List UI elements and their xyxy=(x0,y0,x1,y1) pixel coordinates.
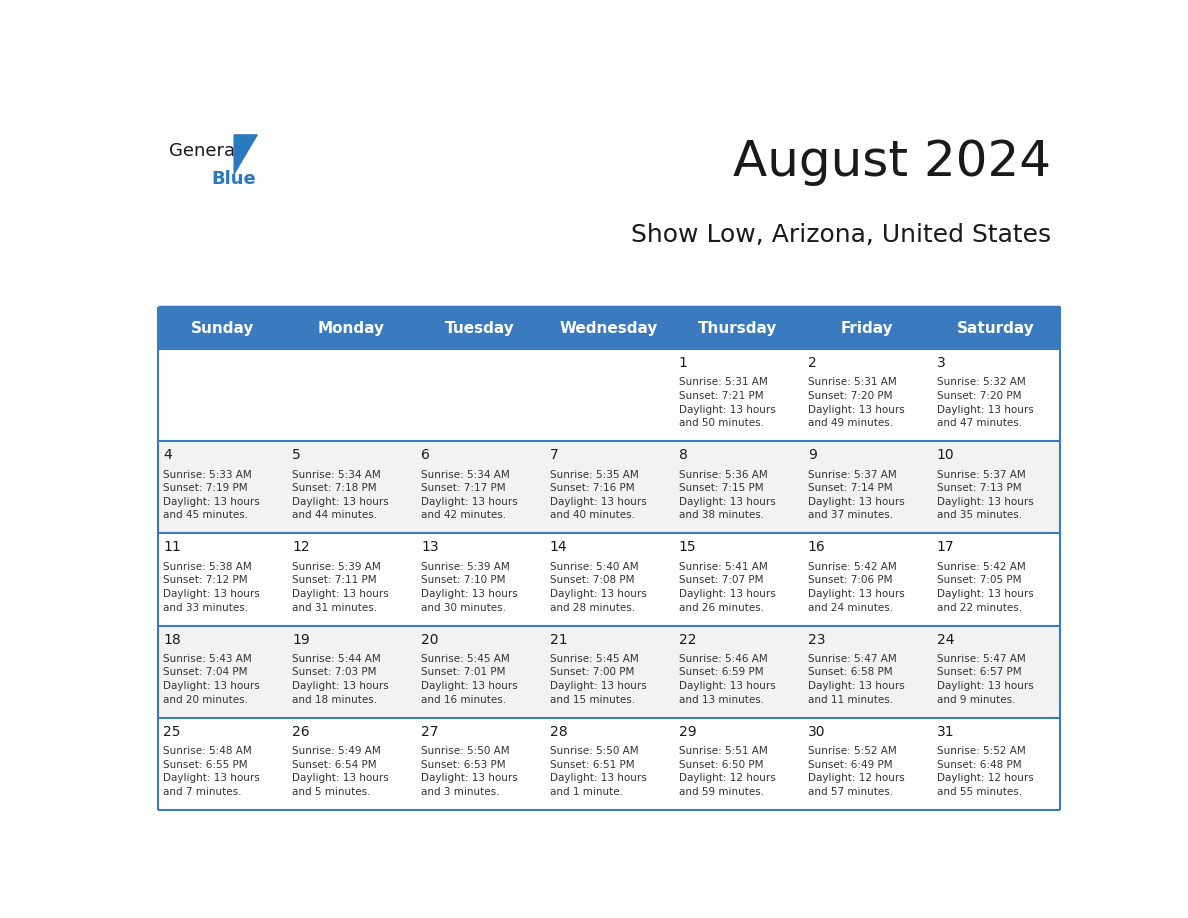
Bar xyxy=(931,308,1060,349)
Bar xyxy=(674,308,802,349)
Bar xyxy=(158,718,1060,810)
Text: 16: 16 xyxy=(808,541,826,554)
Text: 28: 28 xyxy=(550,725,568,739)
Text: Sunrise: 5:39 AM
Sunset: 7:10 PM
Daylight: 13 hours
and 30 minutes.: Sunrise: 5:39 AM Sunset: 7:10 PM Dayligh… xyxy=(421,562,518,612)
Text: Sunrise: 5:45 AM
Sunset: 7:01 PM
Daylight: 13 hours
and 16 minutes.: Sunrise: 5:45 AM Sunset: 7:01 PM Dayligh… xyxy=(421,654,518,705)
Text: Sunrise: 5:51 AM
Sunset: 6:50 PM
Daylight: 12 hours
and 59 minutes.: Sunrise: 5:51 AM Sunset: 6:50 PM Dayligh… xyxy=(678,746,776,797)
Text: Friday: Friday xyxy=(840,321,893,336)
Text: 14: 14 xyxy=(550,541,568,554)
Text: Sunrise: 5:36 AM
Sunset: 7:15 PM
Daylight: 13 hours
and 38 minutes.: Sunrise: 5:36 AM Sunset: 7:15 PM Dayligh… xyxy=(678,469,776,521)
Bar xyxy=(544,308,674,349)
Text: Sunrise: 5:37 AM
Sunset: 7:13 PM
Daylight: 13 hours
and 35 minutes.: Sunrise: 5:37 AM Sunset: 7:13 PM Dayligh… xyxy=(936,469,1034,521)
Text: Sunrise: 5:41 AM
Sunset: 7:07 PM
Daylight: 13 hours
and 26 minutes.: Sunrise: 5:41 AM Sunset: 7:07 PM Dayligh… xyxy=(678,562,776,612)
Bar xyxy=(802,308,931,349)
Text: Sunrise: 5:42 AM
Sunset: 7:05 PM
Daylight: 13 hours
and 22 minutes.: Sunrise: 5:42 AM Sunset: 7:05 PM Dayligh… xyxy=(936,562,1034,612)
Text: Monday: Monday xyxy=(317,321,385,336)
Text: Sunrise: 5:48 AM
Sunset: 6:55 PM
Daylight: 13 hours
and 7 minutes.: Sunrise: 5:48 AM Sunset: 6:55 PM Dayligh… xyxy=(163,746,260,797)
Text: General: General xyxy=(169,142,240,160)
Text: Thursday: Thursday xyxy=(699,321,777,336)
Text: 5: 5 xyxy=(292,448,301,463)
Text: 4: 4 xyxy=(163,448,172,463)
Text: 7: 7 xyxy=(550,448,558,463)
Text: 26: 26 xyxy=(292,725,310,739)
Text: Sunrise: 5:34 AM
Sunset: 7:18 PM
Daylight: 13 hours
and 44 minutes.: Sunrise: 5:34 AM Sunset: 7:18 PM Dayligh… xyxy=(292,469,388,521)
Text: 20: 20 xyxy=(421,633,438,646)
Text: 25: 25 xyxy=(163,725,181,739)
Text: 9: 9 xyxy=(808,448,816,463)
Polygon shape xyxy=(234,135,257,174)
Text: 23: 23 xyxy=(808,633,826,646)
Text: 30: 30 xyxy=(808,725,826,739)
Text: 8: 8 xyxy=(678,448,688,463)
Text: Sunrise: 5:35 AM
Sunset: 7:16 PM
Daylight: 13 hours
and 40 minutes.: Sunrise: 5:35 AM Sunset: 7:16 PM Dayligh… xyxy=(550,469,646,521)
Text: Tuesday: Tuesday xyxy=(446,321,514,336)
Text: Sunrise: 5:47 AM
Sunset: 6:57 PM
Daylight: 13 hours
and 9 minutes.: Sunrise: 5:47 AM Sunset: 6:57 PM Dayligh… xyxy=(936,654,1034,705)
Text: 3: 3 xyxy=(936,356,946,370)
Text: Sunrise: 5:31 AM
Sunset: 7:21 PM
Daylight: 13 hours
and 50 minutes.: Sunrise: 5:31 AM Sunset: 7:21 PM Dayligh… xyxy=(678,377,776,428)
Text: 6: 6 xyxy=(421,448,430,463)
Text: Sunrise: 5:46 AM
Sunset: 6:59 PM
Daylight: 13 hours
and 13 minutes.: Sunrise: 5:46 AM Sunset: 6:59 PM Dayligh… xyxy=(678,654,776,705)
Text: 11: 11 xyxy=(163,541,181,554)
Bar xyxy=(158,442,1060,533)
Text: Sunrise: 5:34 AM
Sunset: 7:17 PM
Daylight: 13 hours
and 42 minutes.: Sunrise: 5:34 AM Sunset: 7:17 PM Dayligh… xyxy=(421,469,518,521)
Text: Show Low, Arizona, United States: Show Low, Arizona, United States xyxy=(631,223,1051,247)
Text: 31: 31 xyxy=(936,725,954,739)
Text: Sunday: Sunday xyxy=(190,321,254,336)
Text: Saturday: Saturday xyxy=(956,321,1035,336)
Bar xyxy=(158,308,286,349)
Text: Sunrise: 5:52 AM
Sunset: 6:48 PM
Daylight: 12 hours
and 55 minutes.: Sunrise: 5:52 AM Sunset: 6:48 PM Dayligh… xyxy=(936,746,1034,797)
Text: Sunrise: 5:50 AM
Sunset: 6:53 PM
Daylight: 13 hours
and 3 minutes.: Sunrise: 5:50 AM Sunset: 6:53 PM Dayligh… xyxy=(421,746,518,797)
Text: Sunrise: 5:37 AM
Sunset: 7:14 PM
Daylight: 13 hours
and 37 minutes.: Sunrise: 5:37 AM Sunset: 7:14 PM Dayligh… xyxy=(808,469,904,521)
Text: 19: 19 xyxy=(292,633,310,646)
Text: 22: 22 xyxy=(678,633,696,646)
Text: Sunrise: 5:42 AM
Sunset: 7:06 PM
Daylight: 13 hours
and 24 minutes.: Sunrise: 5:42 AM Sunset: 7:06 PM Dayligh… xyxy=(808,562,904,612)
Text: Sunrise: 5:43 AM
Sunset: 7:04 PM
Daylight: 13 hours
and 20 minutes.: Sunrise: 5:43 AM Sunset: 7:04 PM Dayligh… xyxy=(163,654,260,705)
Text: Sunrise: 5:47 AM
Sunset: 6:58 PM
Daylight: 13 hours
and 11 minutes.: Sunrise: 5:47 AM Sunset: 6:58 PM Dayligh… xyxy=(808,654,904,705)
Text: 15: 15 xyxy=(678,541,696,554)
Text: 12: 12 xyxy=(292,541,310,554)
Text: Sunrise: 5:33 AM
Sunset: 7:19 PM
Daylight: 13 hours
and 45 minutes.: Sunrise: 5:33 AM Sunset: 7:19 PM Dayligh… xyxy=(163,469,260,521)
Text: 21: 21 xyxy=(550,633,568,646)
Text: 13: 13 xyxy=(421,541,438,554)
Text: Sunrise: 5:32 AM
Sunset: 7:20 PM
Daylight: 13 hours
and 47 minutes.: Sunrise: 5:32 AM Sunset: 7:20 PM Dayligh… xyxy=(936,377,1034,428)
Text: Sunrise: 5:50 AM
Sunset: 6:51 PM
Daylight: 13 hours
and 1 minute.: Sunrise: 5:50 AM Sunset: 6:51 PM Dayligh… xyxy=(550,746,646,797)
Text: August 2024: August 2024 xyxy=(733,139,1051,186)
Text: 27: 27 xyxy=(421,725,438,739)
Bar xyxy=(286,308,416,349)
Text: Sunrise: 5:39 AM
Sunset: 7:11 PM
Daylight: 13 hours
and 31 minutes.: Sunrise: 5:39 AM Sunset: 7:11 PM Dayligh… xyxy=(292,562,388,612)
Text: Sunrise: 5:38 AM
Sunset: 7:12 PM
Daylight: 13 hours
and 33 minutes.: Sunrise: 5:38 AM Sunset: 7:12 PM Dayligh… xyxy=(163,562,260,612)
Bar xyxy=(158,625,1060,718)
Text: 10: 10 xyxy=(936,448,954,463)
Text: 2: 2 xyxy=(808,356,816,370)
Text: Wednesday: Wednesday xyxy=(560,321,658,336)
Text: Sunrise: 5:44 AM
Sunset: 7:03 PM
Daylight: 13 hours
and 18 minutes.: Sunrise: 5:44 AM Sunset: 7:03 PM Dayligh… xyxy=(292,654,388,705)
Bar xyxy=(416,308,544,349)
Text: Blue: Blue xyxy=(211,170,255,188)
Text: Sunrise: 5:31 AM
Sunset: 7:20 PM
Daylight: 13 hours
and 49 minutes.: Sunrise: 5:31 AM Sunset: 7:20 PM Dayligh… xyxy=(808,377,904,428)
Bar xyxy=(158,533,1060,625)
Text: Sunrise: 5:49 AM
Sunset: 6:54 PM
Daylight: 13 hours
and 5 minutes.: Sunrise: 5:49 AM Sunset: 6:54 PM Dayligh… xyxy=(292,746,388,797)
Text: 1: 1 xyxy=(678,356,688,370)
Text: Sunrise: 5:40 AM
Sunset: 7:08 PM
Daylight: 13 hours
and 28 minutes.: Sunrise: 5:40 AM Sunset: 7:08 PM Dayligh… xyxy=(550,562,646,612)
Text: 18: 18 xyxy=(163,633,181,646)
Bar xyxy=(158,349,1060,442)
Text: Sunrise: 5:45 AM
Sunset: 7:00 PM
Daylight: 13 hours
and 15 minutes.: Sunrise: 5:45 AM Sunset: 7:00 PM Dayligh… xyxy=(550,654,646,705)
Text: 17: 17 xyxy=(936,541,954,554)
Text: Sunrise: 5:52 AM
Sunset: 6:49 PM
Daylight: 12 hours
and 57 minutes.: Sunrise: 5:52 AM Sunset: 6:49 PM Dayligh… xyxy=(808,746,904,797)
Text: 24: 24 xyxy=(936,633,954,646)
Text: 29: 29 xyxy=(678,725,696,739)
